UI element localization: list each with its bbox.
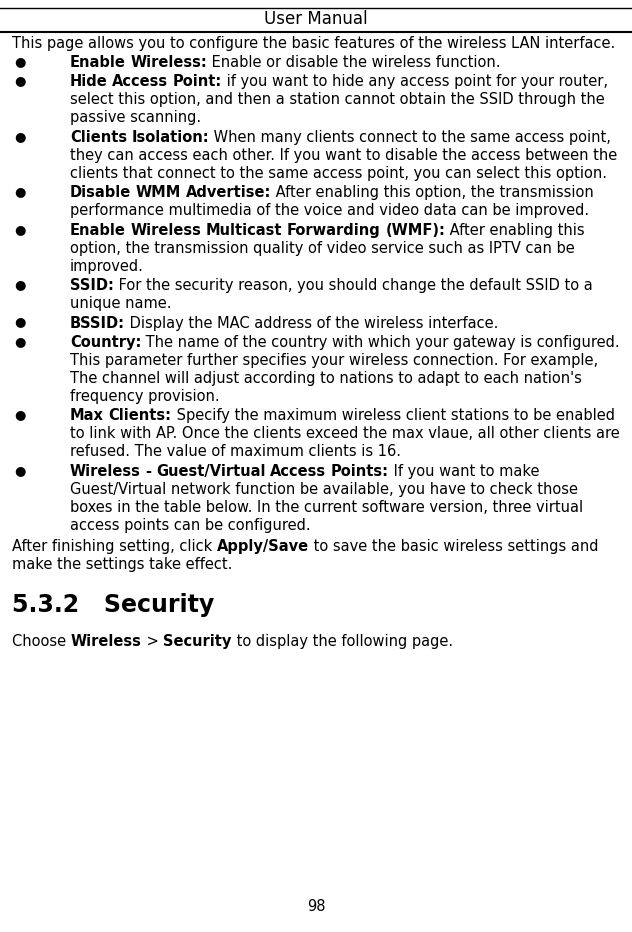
Text: ●: ●: [14, 55, 25, 68]
Text: improved.: improved.: [70, 259, 144, 274]
Text: ●: ●: [14, 335, 25, 348]
Text: Forwarding: Forwarding: [287, 223, 381, 238]
Text: Point:: Point:: [173, 75, 222, 89]
Text: Max: Max: [70, 408, 104, 423]
Text: access points can be configured.: access points can be configured.: [70, 518, 310, 533]
Text: Guest/Virtual network function be available, you have to check those: Guest/Virtual network function be availa…: [70, 482, 578, 497]
Text: -: -: [145, 464, 152, 479]
Text: WMM: WMM: [136, 185, 181, 200]
Text: Display the MAC address of the wireless interface.: Display the MAC address of the wireless …: [125, 316, 499, 331]
Text: The name of the country with which your gateway is configured.: The name of the country with which your …: [142, 335, 620, 350]
Text: Enable: Enable: [70, 55, 126, 70]
Text: to link with AP. Once the clients exceed the max vlaue, all other clients are: to link with AP. Once the clients exceed…: [70, 427, 620, 442]
Text: Enable or disable the wireless function.: Enable or disable the wireless function.: [207, 55, 501, 70]
Text: Disable: Disable: [70, 185, 131, 200]
Text: After enabling this: After enabling this: [446, 223, 585, 238]
Text: Access: Access: [270, 464, 326, 479]
Text: ●: ●: [14, 464, 25, 477]
Text: Wireless:: Wireless:: [130, 55, 207, 70]
Text: to save the basic wireless settings and: to save the basic wireless settings and: [309, 539, 599, 555]
Text: Access: Access: [112, 75, 169, 89]
Text: ●: ●: [14, 75, 25, 88]
Text: This page allows you to configure the basic features of the wireless LAN interfa: This page allows you to configure the ba…: [12, 36, 615, 51]
Text: 98: 98: [307, 899, 325, 914]
Text: unique name.: unique name.: [70, 296, 171, 311]
Text: Apply/Save: Apply/Save: [217, 539, 309, 555]
Text: ●: ●: [14, 130, 25, 143]
Text: if you want to hide any access point for your router,: if you want to hide any access point for…: [222, 75, 609, 89]
Text: After finishing setting, click: After finishing setting, click: [12, 539, 217, 555]
Text: Wireless: Wireless: [71, 635, 142, 650]
Text: The channel will adjust according to nations to adapt to each nation's: The channel will adjust according to nat…: [70, 371, 582, 386]
Text: Multicast: Multicast: [206, 223, 283, 238]
Text: clients that connect to the same access point, you can select this option.: clients that connect to the same access …: [70, 166, 607, 181]
Text: Country:: Country:: [70, 335, 142, 350]
Text: After enabling this option, the transmission: After enabling this option, the transmis…: [271, 185, 594, 200]
Text: passive scanning.: passive scanning.: [70, 110, 201, 125]
Text: Choose: Choose: [12, 635, 71, 650]
Text: frequency provision.: frequency provision.: [70, 389, 220, 404]
Text: boxes in the table below. In the current software version, three virtual: boxes in the table below. In the current…: [70, 500, 583, 514]
Text: For the security reason, you should change the default SSID to a: For the security reason, you should chan…: [114, 278, 593, 293]
Text: Guest/Virtual: Guest/Virtual: [156, 464, 265, 479]
Text: select this option, and then a station cannot obtain the SSID through the: select this option, and then a station c…: [70, 92, 605, 107]
Text: Points:: Points:: [331, 464, 389, 479]
Text: Enable: Enable: [70, 223, 126, 238]
Text: ●: ●: [14, 278, 25, 291]
Text: >: >: [142, 635, 163, 650]
Text: to display the following page.: to display the following page.: [231, 635, 453, 650]
Text: option, the transmission quality of video service such as IPTV can be: option, the transmission quality of vide…: [70, 240, 574, 255]
Text: SSID:: SSID:: [70, 278, 114, 293]
Text: Advertise:: Advertise:: [186, 185, 271, 200]
Text: Security: Security: [163, 635, 231, 650]
Text: Isolation:: Isolation:: [131, 130, 209, 144]
Text: User Manual: User Manual: [264, 10, 368, 28]
Text: performance multimedia of the voice and video data can be improved.: performance multimedia of the voice and …: [70, 203, 589, 218]
Text: Clients:: Clients:: [109, 408, 171, 423]
Text: refused. The value of maximum clients is 16.: refused. The value of maximum clients is…: [70, 445, 401, 459]
Text: 5.3.2   Security: 5.3.2 Security: [12, 593, 214, 617]
Text: (WMF):: (WMF):: [386, 223, 446, 238]
Text: When many clients connect to the same access point,: When many clients connect to the same ac…: [209, 130, 611, 144]
Text: make the settings take effect.: make the settings take effect.: [12, 557, 233, 572]
Text: they can access each other. If you want to disable the access between the: they can access each other. If you want …: [70, 148, 617, 163]
Text: Specify the maximum wireless client stations to be enabled: Specify the maximum wireless client stat…: [171, 408, 614, 423]
Text: ●: ●: [14, 185, 25, 199]
Text: This parameter further specifies your wireless connection. For example,: This parameter further specifies your wi…: [70, 353, 598, 368]
Text: If you want to make: If you want to make: [389, 464, 540, 479]
Text: ●: ●: [14, 316, 25, 329]
Text: Hide: Hide: [70, 75, 107, 89]
Text: Clients: Clients: [70, 130, 127, 144]
Text: Wireless: Wireless: [130, 223, 202, 238]
Text: BSSID:: BSSID:: [70, 316, 125, 331]
Text: ●: ●: [14, 408, 25, 421]
Text: Wireless: Wireless: [70, 464, 141, 479]
Text: ●: ●: [14, 223, 25, 236]
